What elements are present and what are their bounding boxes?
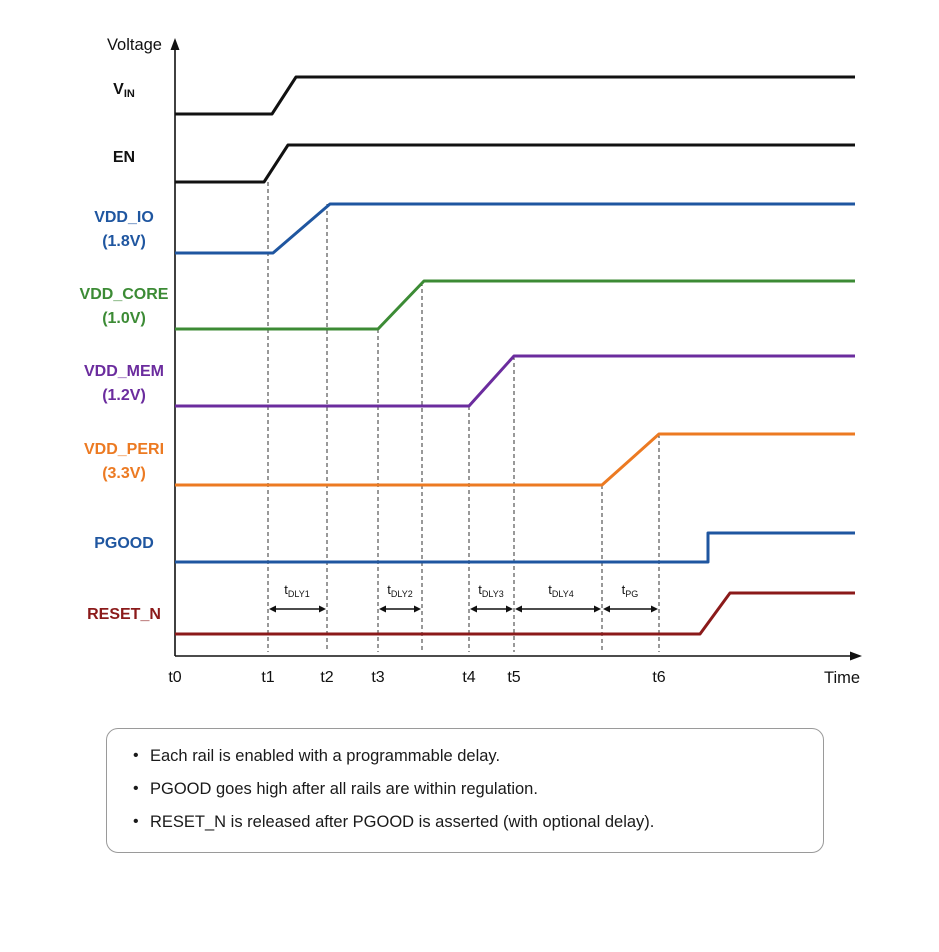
- waveform-vdd-peri: [175, 432, 855, 487]
- delay-pg-arrow-left: [603, 605, 610, 613]
- delay-dly2-arrow-left: [379, 605, 386, 613]
- signal-label-vin-main: V: [113, 81, 124, 98]
- signal-label-vdd-mem: VDD_MEM: [84, 363, 164, 380]
- power-sequencing-timing-diagram: Voltage Time t0 t1 t2 t3 t4 t5 t6 VIN EN…: [80, 36, 862, 687]
- tick-t1: t1: [261, 669, 274, 686]
- tick-t3: t3: [371, 669, 384, 686]
- notes-list: Each rail is enabled with a programmable…: [107, 729, 823, 845]
- delay-dly3-label: tDLY3: [478, 582, 503, 599]
- signal-labels: VIN EN VDD_IO (1.8V) VDD_CORE (1.0V) VDD…: [80, 81, 169, 623]
- delay-dly4-label: tDLY4: [548, 582, 573, 599]
- delay-dly1-arrow-left: [269, 605, 276, 613]
- delay-dly3-arrow-right: [506, 605, 513, 613]
- signal-label-vdd-core: VDD_CORE: [80, 286, 169, 303]
- delay-dly1-label: tDLY1: [284, 582, 309, 599]
- delay-dly4-arrow-right: [594, 605, 601, 613]
- delay-dly1-arrow-right: [319, 605, 326, 613]
- delay-dly3: tDLY3: [470, 582, 513, 613]
- signal-label-vdd-io: VDD_IO: [94, 209, 154, 226]
- signal-label-vdd-core-voltage: (1.0V): [102, 310, 146, 327]
- delay-annotations: tDLY1 tDLY2 tDLY3 tDLY4 tPG: [269, 582, 658, 613]
- tick-t5: t5: [507, 669, 520, 686]
- delay-dly1: tDLY1: [269, 582, 326, 613]
- x-axis-arrow: [850, 651, 862, 661]
- delay-pg-label: tPG: [622, 582, 639, 599]
- waveform-reset-n: [175, 591, 855, 636]
- waveforms: [175, 75, 855, 636]
- axes: Voltage Time: [107, 36, 862, 687]
- delay-pg: tPG: [603, 582, 658, 613]
- notes-box: Each rail is enabled with a programmable…: [106, 728, 824, 853]
- waveform-vdd-core: [175, 279, 855, 331]
- note-item: PGOOD goes high after all rails are with…: [133, 779, 823, 812]
- signal-label-vin: VIN: [113, 81, 135, 100]
- y-axis-label: Voltage: [107, 36, 162, 54]
- signal-label-pgood: PGOOD: [94, 535, 154, 552]
- x-axis-label: Time: [824, 669, 860, 687]
- time-tick-labels: t0 t1 t2 t3 t4 t5 t6: [168, 669, 665, 686]
- delay-dly4-arrow-left: [515, 605, 522, 613]
- waveform-vdd-mem: [175, 354, 855, 408]
- signal-label-vdd-peri: VDD_PERI: [84, 441, 164, 458]
- delay-pg-arrow-right: [651, 605, 658, 613]
- waveform-pgood: [175, 531, 855, 564]
- signal-label-vdd-io-voltage: (1.8V): [102, 233, 146, 250]
- time-markers: [267, 182, 660, 652]
- delay-dly2-arrow-right: [414, 605, 421, 613]
- tick-t4: t4: [462, 669, 475, 686]
- signal-label-vdd-peri-voltage: (3.3V): [102, 465, 146, 482]
- y-axis-arrow: [170, 38, 180, 50]
- waveform-vdd-io: [175, 202, 855, 255]
- waveform-en: [175, 143, 855, 184]
- signal-label-en: EN: [113, 149, 135, 166]
- delay-dly2-label: tDLY2: [387, 582, 412, 599]
- note-item: RESET_N is released after PGOOD is asser…: [133, 812, 823, 845]
- waveform-vin: [175, 75, 855, 116]
- signal-label-reset-n: RESET_N: [87, 606, 161, 623]
- signal-label-vdd-mem-voltage: (1.2V): [102, 387, 146, 404]
- tick-t6: t6: [652, 669, 665, 686]
- delay-dly3-arrow-left: [470, 605, 477, 613]
- delay-dly4: tDLY4: [515, 582, 601, 613]
- signal-label-vin-sub: IN: [124, 88, 135, 100]
- delay-dly2: tDLY2: [379, 582, 421, 613]
- tick-t0: t0: [168, 669, 181, 686]
- tick-t2: t2: [320, 669, 333, 686]
- note-item: Each rail is enabled with a programmable…: [133, 746, 823, 779]
